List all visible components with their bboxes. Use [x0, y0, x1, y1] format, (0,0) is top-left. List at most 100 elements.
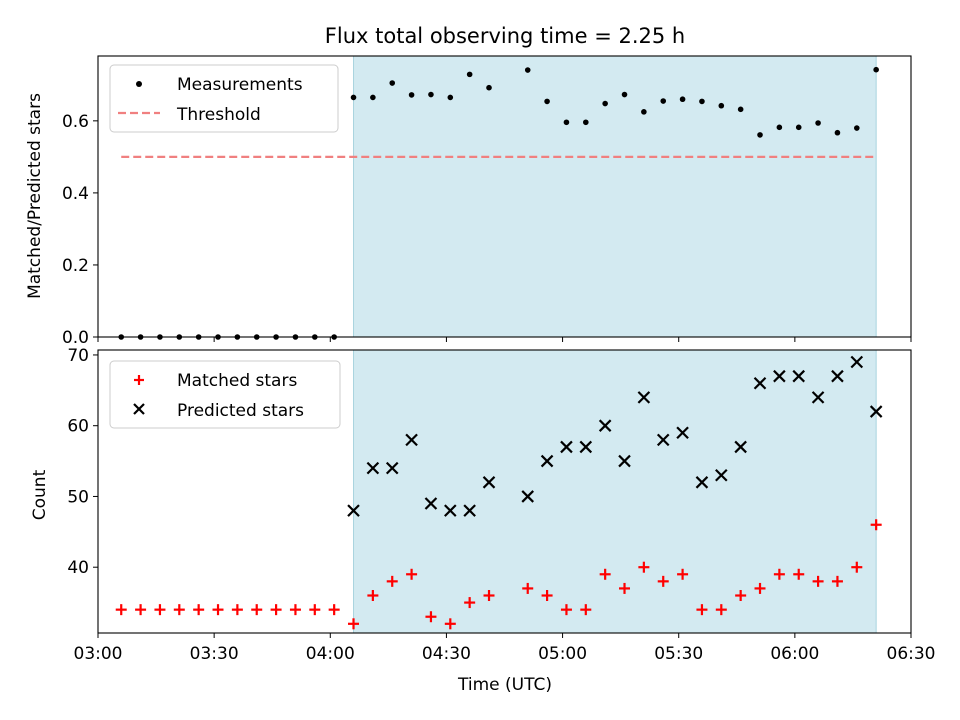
matched-stars-point — [735, 590, 747, 602]
legend-threshold-label: Threshold — [176, 105, 261, 125]
predicted-stars-point — [850, 355, 864, 369]
measurement-point — [776, 124, 783, 131]
predicted-stars-point — [792, 369, 806, 383]
measurement-point — [621, 91, 628, 98]
matched-stars-point — [638, 561, 650, 573]
ratio-panel: Matched/Predicted stars Measurements Thr… — [25, 55, 912, 348]
y-tick-label: 0.6 — [62, 112, 89, 132]
x-tick-label: 04:30 — [422, 644, 471, 664]
y-tick-label: 50 — [67, 487, 89, 507]
count-legend-frame — [109, 360, 341, 429]
legend-measurements-label: Measurements — [177, 75, 303, 95]
matched-stars-point — [115, 604, 127, 616]
legend-predicted-marker — [133, 403, 145, 415]
count-series-matched-stars — [115, 519, 882, 630]
matched-stars-point — [425, 611, 437, 623]
x-tick-label: 04:00 — [306, 644, 355, 664]
ratio-y-axis-label: Matched/Predicted stars — [25, 93, 45, 299]
predicted-stars-point — [637, 391, 651, 404]
predicted-stars-point — [463, 504, 476, 517]
measurement-point — [757, 132, 763, 138]
measurement-point — [834, 129, 841, 136]
measurement-point — [370, 94, 376, 101]
measurement-point — [795, 124, 802, 131]
matched-stars-point — [328, 604, 340, 616]
matched-stars-point — [464, 597, 476, 609]
ratio-legend-frame — [109, 64, 339, 133]
legend-predicted-label: Predicted stars — [177, 401, 304, 421]
matched-stars-point — [677, 568, 689, 580]
y-tick-label: 0.0 — [62, 328, 89, 348]
measurement-point — [679, 96, 686, 103]
matched-stars-point — [386, 575, 398, 587]
predicted-stars-point — [579, 440, 593, 454]
matched-stars-point — [754, 582, 766, 594]
matched-stars-point — [773, 568, 785, 580]
measurement-point — [544, 98, 550, 105]
predicted-stars-point — [831, 369, 844, 383]
x-tick-label: 06:30 — [887, 644, 936, 664]
predicted-stars-point — [444, 504, 457, 517]
predicted-stars-point — [366, 461, 380, 475]
matched-stars-point — [348, 618, 360, 630]
x-tick-label: 03:00 — [74, 644, 123, 664]
predicted-stars-point — [773, 369, 786, 383]
count-panel: Count Time (UTC) Matched stars Predicted… — [30, 346, 936, 695]
count-axes-frame — [97, 349, 912, 634]
predicted-stars-point — [347, 504, 360, 517]
predicted-stars-point — [540, 454, 554, 468]
matched-stars-point — [251, 604, 263, 616]
count-legend: Matched stars Predicted stars — [109, 360, 341, 429]
y-tick-label: 40 — [67, 558, 89, 578]
matched-stars-point — [793, 568, 805, 580]
measurement-point — [583, 119, 589, 126]
x-tick-label: 05:30 — [654, 644, 703, 664]
matched-stars-point — [444, 618, 456, 630]
y-tick-label: 0.2 — [62, 256, 89, 276]
matched-stars-point — [599, 568, 611, 580]
matched-stars-point — [560, 604, 572, 616]
predicted-stars-point — [811, 391, 825, 404]
chart-title: Flux total observing time = 2.25 h — [325, 24, 685, 48]
measurement-point — [699, 98, 705, 105]
matched-stars-point — [309, 604, 321, 616]
matched-stars-point — [270, 604, 282, 616]
measurement-point — [389, 80, 396, 86]
legend-matched-marker — [134, 375, 144, 385]
predicted-stars-point — [560, 440, 573, 454]
matched-stars-point — [812, 575, 824, 587]
measurement-point — [350, 94, 357, 101]
measurement-point — [718, 102, 725, 109]
predicted-stars-point — [753, 376, 767, 390]
predicted-stars-point — [482, 476, 496, 489]
matched-stars-point — [367, 590, 379, 602]
predicted-stars-point — [521, 490, 535, 503]
measurement-point — [854, 125, 860, 131]
x-tick-label: 03:30 — [190, 644, 239, 664]
matched-stars-point — [135, 604, 147, 616]
predicted-stars-point — [695, 476, 709, 489]
matched-stars-point — [657, 575, 669, 587]
measurement-point — [408, 92, 415, 98]
measurement-point — [602, 100, 608, 107]
predicted-stars-point — [424, 497, 438, 510]
matched-stars-point — [831, 575, 843, 587]
ratio-legend: Measurements Threshold — [109, 64, 339, 133]
matched-stars-point — [696, 604, 708, 616]
predicted-stars-point — [656, 433, 670, 447]
y-tick-label: 60 — [67, 417, 89, 437]
predicted-stars-point — [618, 454, 631, 468]
count-series-predicted-stars — [347, 355, 883, 517]
measurement-point — [815, 120, 821, 126]
y-tick-label: 70 — [67, 346, 89, 366]
measurement-point — [447, 94, 454, 101]
predicted-stars-point — [405, 433, 418, 447]
x-tick-label: 06:00 — [770, 644, 819, 664]
matched-stars-point — [231, 604, 243, 616]
x-axis-label: Time (UTC) — [457, 675, 552, 695]
measurement-point — [641, 109, 647, 115]
matched-stars-point — [173, 604, 185, 616]
predicted-stars-point — [869, 405, 883, 418]
measurement-point — [466, 71, 473, 78]
